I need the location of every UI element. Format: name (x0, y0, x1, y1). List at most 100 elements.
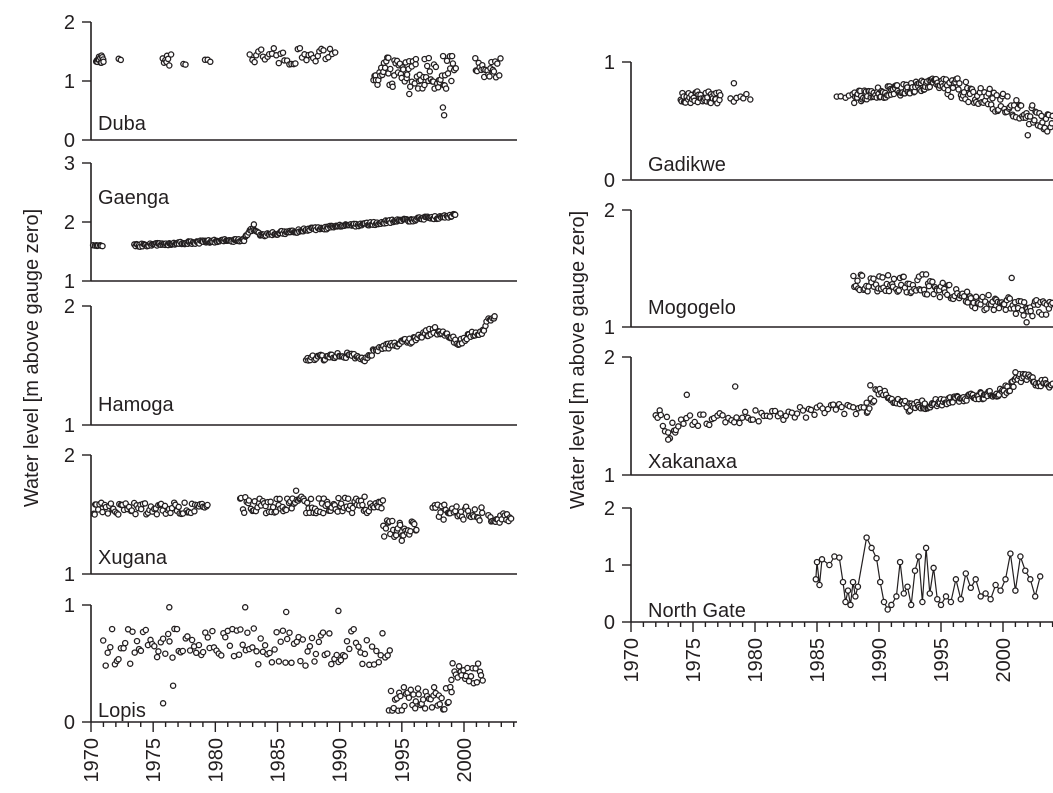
data-point (241, 604, 249, 611)
data-point (731, 383, 739, 390)
data-point (261, 642, 269, 649)
data-point (664, 436, 672, 443)
data-point (1002, 576, 1009, 583)
y-tick-label: 1 (64, 564, 75, 586)
data-point (747, 96, 754, 103)
data-point (304, 648, 311, 655)
y-tick-label: 0 (604, 612, 615, 634)
data-point (359, 501, 366, 509)
data-point (888, 601, 895, 609)
data-point (842, 598, 849, 606)
data-point (992, 581, 999, 589)
data-point (496, 72, 503, 79)
data-point (239, 641, 246, 649)
data-point (922, 544, 930, 552)
y-tick-label: 3 (64, 153, 75, 175)
data-point (811, 411, 818, 419)
data-point (962, 78, 970, 86)
data-point (659, 422, 667, 430)
data-point (1007, 550, 1014, 557)
data-point (137, 505, 145, 513)
data-point (133, 637, 141, 645)
data-point (413, 526, 420, 534)
data-point (946, 281, 953, 289)
data-point (849, 404, 857, 411)
data-point (1027, 576, 1034, 583)
x-tick-label: 1985 (268, 738, 290, 783)
data-point (375, 658, 383, 666)
data-point (337, 656, 345, 664)
data-point (400, 684, 408, 691)
data-point (282, 659, 289, 666)
x-tick-label: 1985 (807, 638, 829, 683)
data-point (839, 578, 847, 586)
data-point (755, 418, 762, 425)
data-point (204, 501, 211, 509)
data-point (132, 510, 139, 518)
data-point (922, 271, 930, 278)
data-point (462, 672, 470, 680)
data-point (164, 55, 172, 63)
x-tick-label: 1995 (392, 738, 414, 783)
data-point (307, 495, 315, 503)
data-point (415, 691, 422, 698)
data-point (302, 662, 309, 669)
data-point (335, 494, 342, 502)
data-point (930, 564, 937, 572)
data-point (452, 65, 460, 72)
data-point (204, 634, 212, 641)
data-point (939, 279, 946, 287)
data-point (324, 650, 331, 657)
panel-label: Xakanaxa (648, 451, 738, 473)
data-point (173, 625, 181, 633)
data-point (478, 509, 486, 517)
data-point (312, 650, 320, 658)
data-point (164, 630, 172, 638)
data-point (379, 630, 386, 637)
data-point (1038, 112, 1045, 120)
data-point (276, 495, 283, 503)
data-point (1042, 311, 1050, 318)
data-point (222, 633, 229, 641)
data-point (153, 653, 161, 661)
data-point (361, 493, 368, 500)
data-point (895, 287, 903, 294)
data-point (292, 487, 300, 494)
data-point (270, 45, 278, 52)
data-point (100, 58, 107, 66)
data-point (926, 83, 934, 91)
data-point (421, 81, 428, 89)
data-point (841, 410, 848, 418)
data-point (669, 419, 676, 427)
data-point (479, 677, 486, 684)
data-point (821, 409, 828, 417)
data-point (320, 47, 327, 54)
data-point (333, 651, 340, 659)
data-point (453, 503, 460, 510)
data-point (436, 700, 444, 708)
data-point (1004, 93, 1011, 100)
data-point (235, 651, 243, 658)
data-point (1012, 369, 1019, 376)
data-point (982, 590, 989, 597)
data-point (743, 90, 750, 98)
data-point (412, 60, 419, 68)
data-point (486, 73, 493, 80)
data-point (396, 521, 404, 529)
data-point (876, 578, 884, 586)
data-point (272, 508, 280, 515)
data-point (251, 58, 258, 66)
data-point (107, 500, 115, 507)
x-tick-label: 1990 (330, 738, 352, 783)
data-point (175, 503, 182, 511)
data-point (965, 98, 972, 106)
data-point (405, 694, 413, 701)
data-point (202, 629, 209, 636)
data-point (977, 593, 984, 600)
data-point (267, 498, 274, 506)
data-point (813, 558, 821, 566)
data-point (472, 54, 479, 62)
x-tick-label: 2000 (454, 738, 476, 783)
data-point (104, 510, 112, 517)
data-point (448, 77, 455, 85)
